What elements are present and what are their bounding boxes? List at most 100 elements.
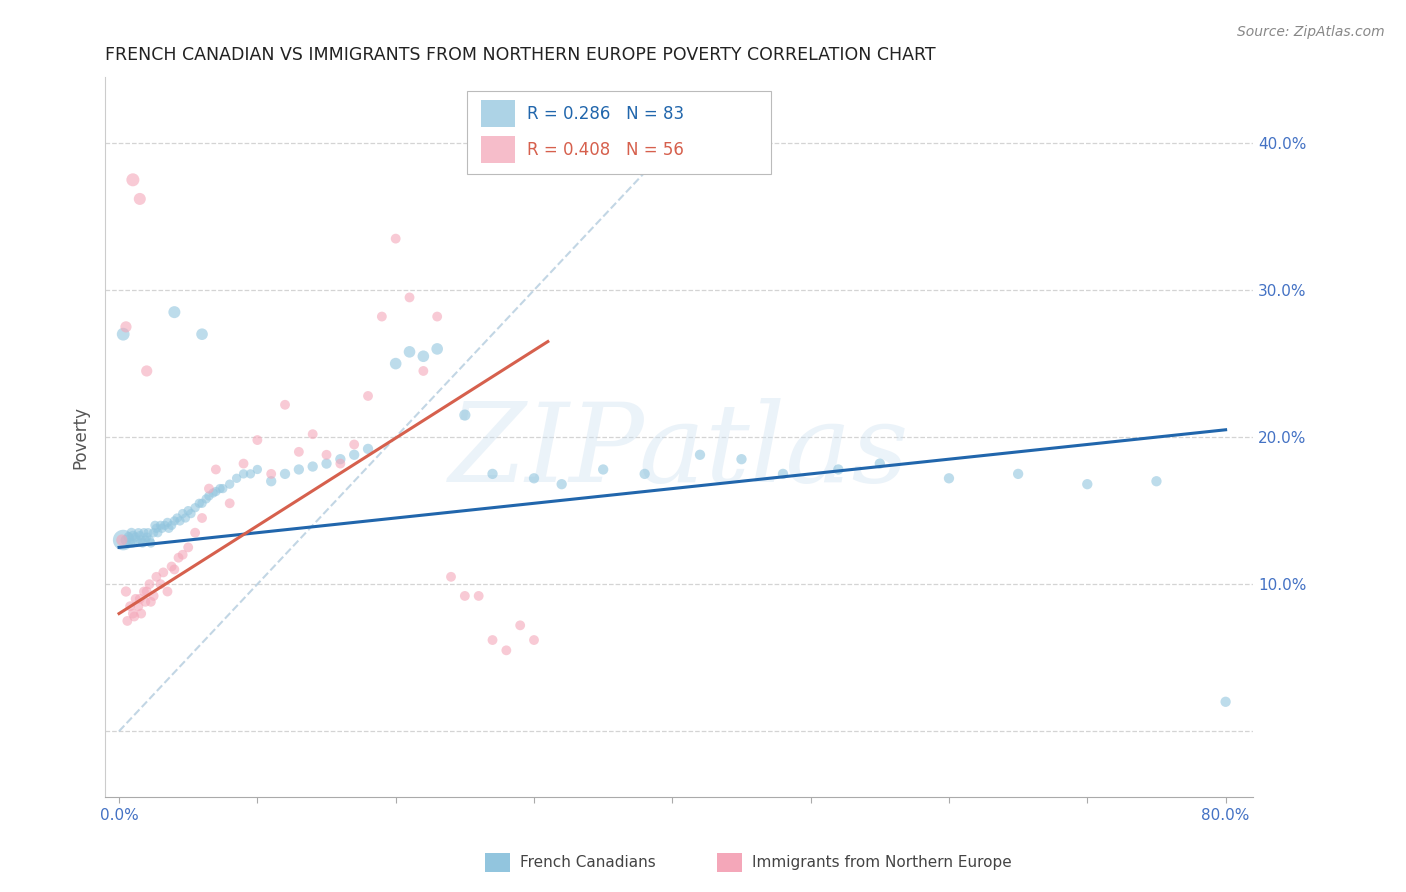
Point xyxy=(156,516,179,530)
Point xyxy=(163,305,186,319)
Point xyxy=(122,607,145,621)
Point xyxy=(124,530,146,544)
Point xyxy=(177,503,200,517)
Point xyxy=(398,290,420,304)
Point xyxy=(412,349,434,363)
Point xyxy=(120,536,142,550)
Point xyxy=(138,577,160,591)
Point xyxy=(191,511,214,525)
Point xyxy=(160,559,183,574)
Point xyxy=(153,518,176,533)
Point xyxy=(135,584,157,599)
Point xyxy=(180,507,202,521)
Text: FRENCH CANADIAN VS IMMIGRANTS FROM NORTHERN EUROPE POVERTY CORRELATION CHART: FRENCH CANADIAN VS IMMIGRANTS FROM NORTH… xyxy=(105,46,936,64)
Point xyxy=(398,344,420,359)
Point xyxy=(139,536,162,550)
Point xyxy=(225,471,247,485)
Point xyxy=(467,589,489,603)
Point xyxy=(146,525,169,540)
Point xyxy=(132,584,155,599)
Point xyxy=(523,471,546,485)
Point xyxy=(481,633,503,648)
Point xyxy=(329,452,352,467)
Point xyxy=(730,452,752,467)
Point xyxy=(166,511,188,525)
Point xyxy=(184,525,207,540)
Point xyxy=(115,533,138,547)
Point xyxy=(509,618,531,632)
Point xyxy=(440,570,463,584)
Point xyxy=(246,433,269,447)
Point xyxy=(172,507,194,521)
Point xyxy=(288,462,311,476)
Point xyxy=(384,357,406,371)
Point xyxy=(163,562,186,576)
Text: R = 0.408   N = 56: R = 0.408 N = 56 xyxy=(527,141,683,159)
Point xyxy=(202,486,225,500)
Point xyxy=(218,477,240,491)
Text: French Canadians: French Canadians xyxy=(520,855,657,870)
Point xyxy=(371,310,394,324)
Point xyxy=(523,633,546,648)
Point xyxy=(127,525,149,540)
Point xyxy=(138,533,160,547)
Point xyxy=(315,457,337,471)
Point xyxy=(634,467,657,481)
FancyBboxPatch shape xyxy=(467,91,770,174)
Point xyxy=(131,536,153,550)
Point xyxy=(177,541,200,555)
Point xyxy=(121,525,143,540)
Point xyxy=(145,570,167,584)
Point xyxy=(315,448,337,462)
Point xyxy=(117,614,139,628)
Text: R = 0.286   N = 83: R = 0.286 N = 83 xyxy=(527,104,683,122)
Point xyxy=(124,591,146,606)
Point xyxy=(132,525,155,540)
Point xyxy=(1076,477,1098,491)
Point xyxy=(198,482,221,496)
Point xyxy=(142,525,165,540)
Point xyxy=(329,457,352,471)
Bar xyxy=(481,100,515,128)
Point xyxy=(454,408,477,422)
Point xyxy=(1215,695,1237,709)
Point xyxy=(211,482,233,496)
Point xyxy=(134,595,156,609)
Point xyxy=(274,467,297,481)
Point xyxy=(150,521,173,535)
Point xyxy=(198,489,221,503)
Point xyxy=(246,462,269,476)
Point xyxy=(172,548,194,562)
Point xyxy=(232,467,254,481)
Point xyxy=(274,398,297,412)
Point xyxy=(869,457,891,471)
Point xyxy=(174,511,197,525)
Point xyxy=(112,327,135,342)
Point xyxy=(129,533,152,547)
Point xyxy=(205,484,228,499)
Point xyxy=(260,475,283,489)
Point xyxy=(301,427,323,442)
Point xyxy=(689,448,711,462)
Point xyxy=(139,595,162,609)
Text: Immigrants from Northern Europe: Immigrants from Northern Europe xyxy=(752,855,1012,870)
Point xyxy=(191,496,214,510)
Point xyxy=(135,364,157,378)
Point xyxy=(301,459,323,474)
Point xyxy=(145,521,167,535)
Text: Source: ZipAtlas.com: Source: ZipAtlas.com xyxy=(1237,25,1385,39)
Point xyxy=(218,496,240,510)
Point xyxy=(134,533,156,547)
Point xyxy=(827,462,849,476)
Point xyxy=(122,528,145,542)
Point xyxy=(205,462,228,476)
Point xyxy=(115,319,138,334)
Point xyxy=(550,477,572,491)
Point xyxy=(122,536,145,550)
Point xyxy=(343,448,366,462)
Point xyxy=(288,445,311,459)
Point xyxy=(125,533,148,547)
Point xyxy=(142,589,165,603)
Text: ZIPatlas: ZIPatlas xyxy=(449,398,910,505)
Point xyxy=(208,482,231,496)
